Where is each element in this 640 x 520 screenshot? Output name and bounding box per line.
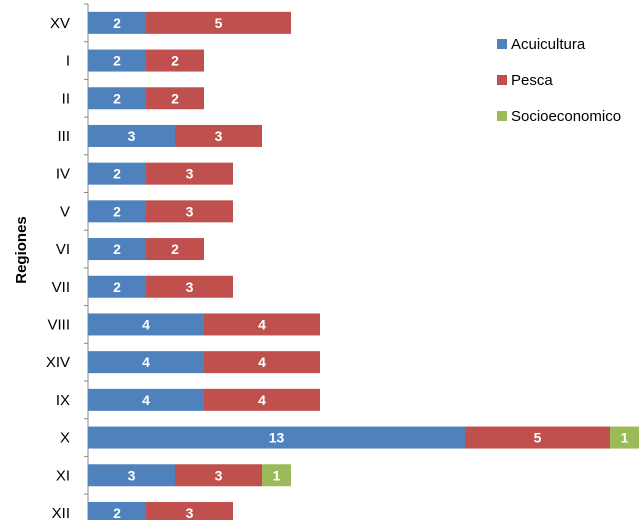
bar-segment-pesca — [465, 426, 610, 449]
data-label: 3 — [186, 203, 194, 219]
bar-segment-pesca — [175, 464, 262, 487]
data-label: 3 — [128, 128, 136, 144]
bar-segment-pesca — [146, 275, 233, 298]
data-label: 3 — [186, 505, 194, 520]
bar-segment-acuicultura — [88, 313, 204, 336]
bar-segment-acuicultura — [88, 351, 204, 374]
bar-segment-acuicultura — [88, 11, 146, 34]
bar-segment-pesca — [146, 501, 233, 520]
data-label: 3 — [128, 467, 136, 483]
bar-segment-pesca — [146, 87, 204, 110]
data-label: 3 — [186, 279, 194, 295]
category-tick-label: IX — [56, 392, 70, 409]
category-tick-label: II — [62, 90, 70, 107]
category-tick-label: XV — [50, 15, 70, 32]
legend-swatch — [497, 75, 507, 85]
data-label: 5 — [215, 15, 223, 31]
y-axis-label: Regiones — [13, 216, 30, 284]
data-label: 2 — [171, 241, 179, 257]
bar-segment-acuicultura — [88, 275, 146, 298]
legend-label: Socioeconomico — [511, 108, 621, 125]
bar-segment-pesca — [146, 49, 204, 72]
data-label: 4 — [142, 354, 150, 370]
data-label: 3 — [215, 467, 223, 483]
category-tick-label: XIV — [46, 354, 70, 371]
bars — [88, 11, 639, 520]
data-label: 1 — [273, 467, 281, 483]
data-label: 2 — [113, 505, 121, 520]
category-tick-label: VIII — [47, 316, 70, 333]
data-label: 3 — [186, 166, 194, 182]
bar-segment-acuicultura — [88, 200, 146, 223]
data-label: 4 — [142, 316, 150, 332]
legend-swatch — [497, 39, 507, 49]
legend-swatch — [497, 111, 507, 121]
data-label: 3 — [215, 128, 223, 144]
category-tick-label: XII — [52, 505, 70, 520]
data-label: 2 — [113, 241, 121, 257]
bar-segment-acuicultura — [88, 501, 146, 520]
bar-segment-pesca — [146, 200, 233, 223]
bar-segment-acuicultura — [88, 388, 204, 411]
bar-segment-pesca — [146, 11, 291, 34]
bar-segment-pesca — [204, 351, 320, 374]
category-tick-label: V — [60, 203, 70, 220]
data-label: 2 — [113, 15, 121, 31]
data-label: 13 — [269, 430, 285, 446]
data-label: 4 — [258, 316, 266, 332]
data-label: 4 — [258, 392, 266, 408]
bar-segment-acuicultura — [88, 238, 146, 261]
bar-segment-socioeconomico — [610, 426, 639, 449]
data-label: 2 — [113, 166, 121, 182]
category-tick-label: XI — [56, 467, 70, 484]
data-label: 1 — [621, 430, 629, 446]
data-label: 2 — [113, 53, 121, 69]
bar-segment-acuicultura — [88, 426, 465, 449]
data-labels: 2 52 22 23 32 32 32 22 34 44 44 413 5 13 3 12 3 — [113, 15, 629, 520]
bar-segment-pesca — [146, 238, 204, 261]
bar-segment-pesca — [204, 388, 320, 411]
category-tick-label: III — [57, 128, 70, 145]
category-tick-label: I — [66, 53, 70, 70]
category-tick-label: X — [60, 430, 70, 447]
axes — [84, 3, 89, 520]
data-label: 4 — [258, 354, 266, 370]
bar-segment-socioeconomico — [262, 464, 291, 487]
category-tick-label: VI — [56, 241, 70, 258]
category-tick-label: VII — [52, 279, 70, 296]
legend-label: Pesca — [511, 72, 553, 89]
data-label: 2 — [113, 279, 121, 295]
bar-segment-acuicultura — [88, 162, 146, 185]
legend: Acuicultura Pesca Socioeconomico — [497, 36, 621, 125]
bar-segment-acuicultura — [88, 464, 175, 487]
bar-segment-acuicultura — [88, 124, 175, 147]
data-label: 5 — [534, 430, 542, 446]
legend-label: Acuicultura — [511, 36, 586, 53]
data-label: 2 — [113, 203, 121, 219]
bar-segment-pesca — [146, 162, 233, 185]
bar-segment-acuicultura — [88, 49, 146, 72]
bar-segment-acuicultura — [88, 87, 146, 110]
data-label: 2 — [113, 90, 121, 106]
data-label: 2 — [171, 90, 179, 106]
data-label: 4 — [142, 392, 150, 408]
bar-segment-pesca — [175, 124, 262, 147]
category-tick-label: IV — [56, 166, 70, 183]
bar-segment-pesca — [204, 313, 320, 336]
data-label: 2 — [171, 53, 179, 69]
